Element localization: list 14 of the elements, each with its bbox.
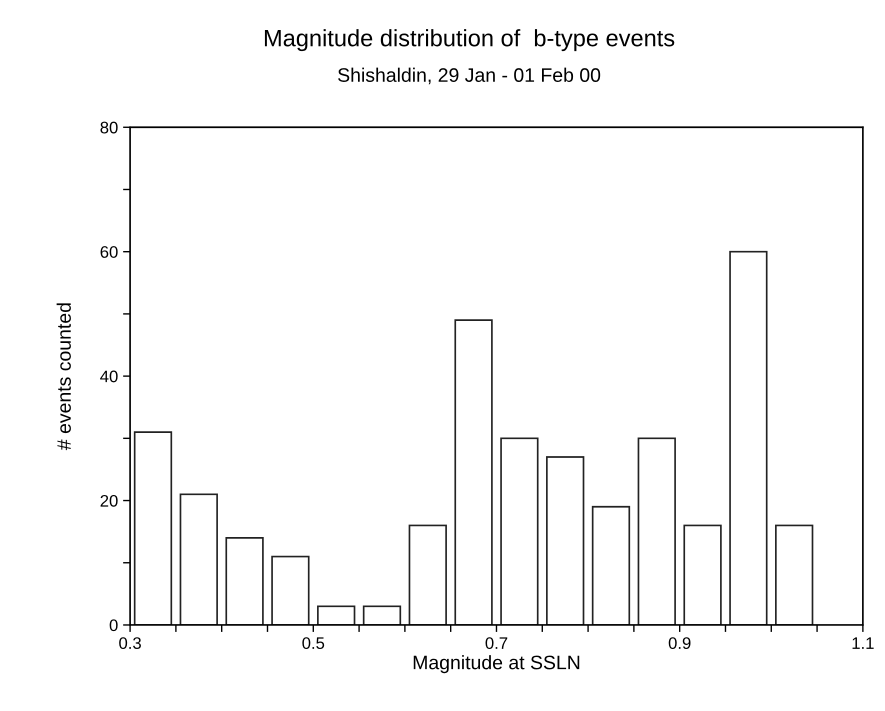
y-tick-label: 40 xyxy=(100,370,118,382)
chart-title: Magnitude distribution of b-type events xyxy=(264,29,674,52)
x-tick-label: 0.3 xyxy=(119,637,141,650)
y-tick-label: 20 xyxy=(100,494,118,507)
y-tick-label: 80 xyxy=(100,122,118,134)
x-tick-label: 1.1 xyxy=(852,637,874,649)
x-tick-label: 0.7 xyxy=(486,637,508,650)
x-tick-label: 0.9 xyxy=(668,637,690,650)
chart-subtitle: Shishaldin, 29 Jan - 01 Feb 00 xyxy=(338,68,600,84)
x-axis-title: Magnitude at SSLN xyxy=(414,655,580,674)
x-tick-label: 0.5 xyxy=(302,637,324,650)
y-tick-label: 0 xyxy=(110,619,118,632)
y-tick-label: 60 xyxy=(100,246,118,258)
y-axis-title: # events counted xyxy=(56,303,71,450)
